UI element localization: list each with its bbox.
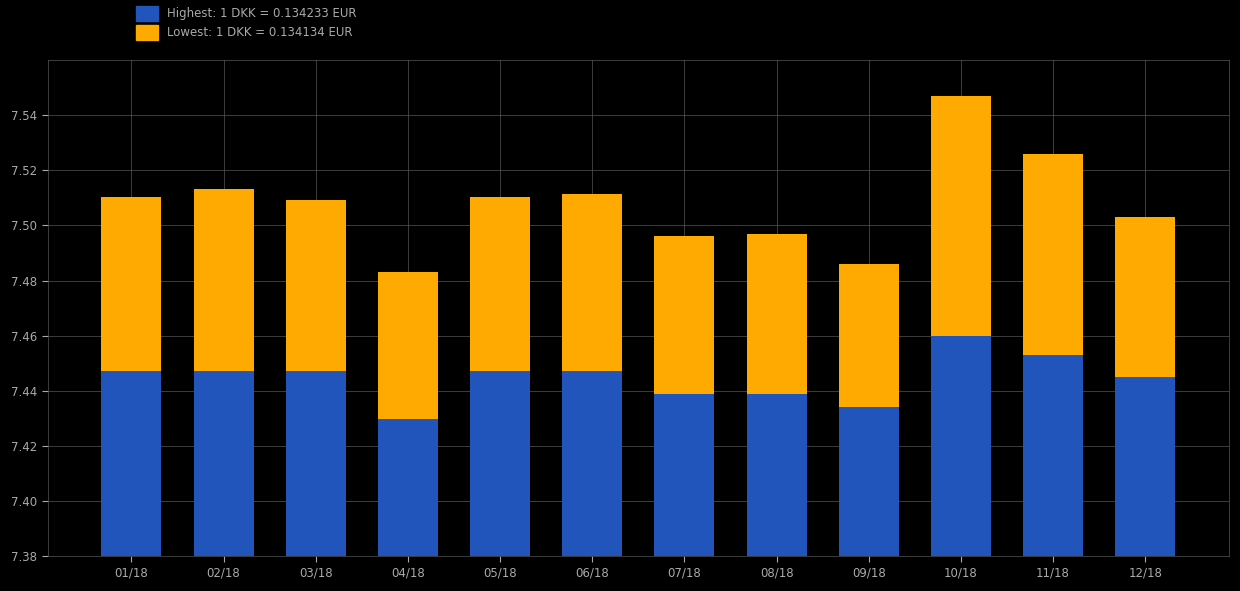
Bar [470,371,529,591]
Bar [102,197,161,371]
Bar [838,407,899,591]
Bar [562,371,622,591]
Bar [746,394,806,591]
Bar [1115,377,1176,591]
Bar [378,418,438,591]
Bar [1115,217,1176,377]
Bar [746,233,806,394]
Bar [193,189,253,371]
Bar [1023,154,1083,355]
Bar [193,371,253,591]
Bar [285,371,346,591]
Bar [378,272,438,418]
Bar [655,394,714,591]
Bar [1023,355,1083,591]
Bar [931,96,991,336]
Bar [102,371,161,591]
Legend: Highest: 1 DKK = 0.134233 EUR, Lowest: 1 DKK = 0.134134 EUR: Highest: 1 DKK = 0.134233 EUR, Lowest: 1… [136,6,357,40]
Bar [931,336,991,591]
Bar [285,200,346,371]
Bar [562,194,622,371]
Bar [655,236,714,394]
Bar [470,197,529,371]
Bar [838,264,899,407]
